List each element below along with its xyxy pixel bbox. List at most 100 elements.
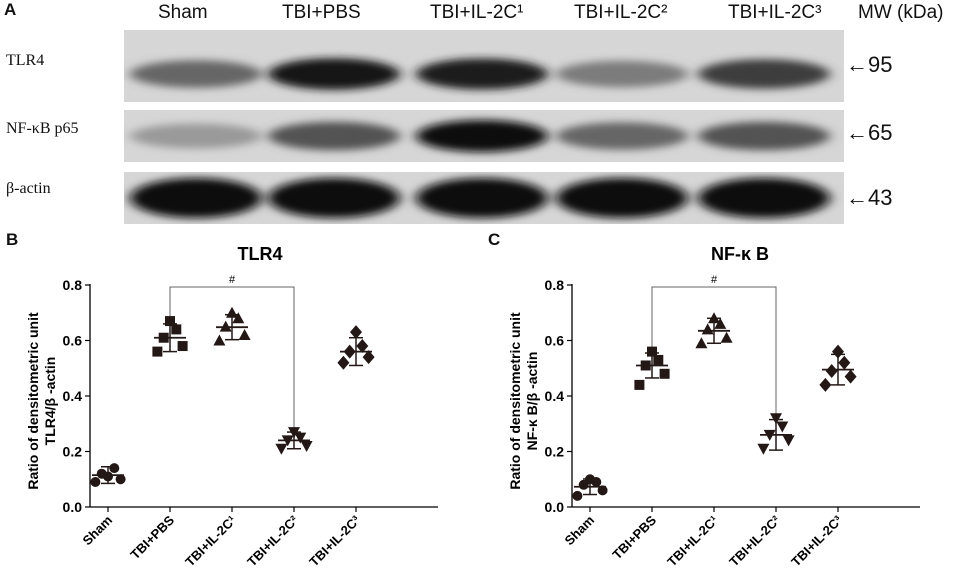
data-point	[776, 421, 789, 433]
data-point	[350, 325, 362, 340]
data-point	[819, 377, 832, 392]
lane-label-sham: Sham	[158, 2, 208, 23]
data-point	[832, 344, 844, 359]
data-point	[770, 413, 782, 425]
data-point	[171, 324, 182, 335]
blot-band	[416, 120, 548, 152]
y-axis-title: Ratio of densitometric unit NF-κ B/β -ac…	[507, 312, 540, 490]
data-point	[165, 316, 175, 327]
chart-title: NF-κ B	[711, 244, 769, 264]
blot-band	[416, 58, 548, 90]
significance-bracket	[169, 286, 295, 429]
y-axis-title-line2: TLR4/β -actin	[42, 357, 58, 446]
lane-label-il2c3: TBI+IL-2C³	[728, 2, 822, 23]
significance-mark: #	[229, 274, 236, 286]
blot-strip-tlr4	[124, 30, 844, 102]
data-point	[634, 379, 645, 390]
data-point	[213, 334, 226, 346]
data-point	[177, 341, 188, 352]
data-point	[714, 317, 727, 329]
blot-strip-actin	[124, 172, 844, 224]
x-tick-label: TBI+IL-2C¹	[664, 513, 721, 570]
y-axis-title-line2: NF-κ B/β -actin	[524, 352, 540, 451]
blot-band	[698, 178, 830, 218]
chart-c: NF-κ B Ratio of densitometric unit NF-κ …	[507, 244, 920, 570]
data-point	[115, 474, 126, 485]
blot-band	[556, 60, 688, 88]
blot-band	[698, 59, 830, 89]
mw-marker-95: ←95	[846, 52, 893, 77]
row-label-tlr4: TLR4	[6, 52, 45, 69]
x-tick-label: TBI+IL-2C²	[726, 512, 783, 569]
mw-marker-43: ←43	[846, 185, 893, 210]
y-tick-label: 0.2	[63, 444, 83, 460]
x-tick-label: TBI+PBS	[127, 512, 177, 562]
row-label-nfkb-p65: NF-κB p65	[6, 120, 79, 137]
y-axis-title-line1: Ratio of densitometric unit	[25, 312, 41, 490]
data-point	[647, 346, 657, 357]
blot-band	[556, 122, 688, 150]
y-tick-label: 0.4	[63, 388, 83, 404]
panel-letter-c: C	[488, 230, 501, 249]
blot-strip-nfkb	[124, 110, 844, 162]
data-point	[653, 354, 664, 365]
data-point	[825, 364, 838, 379]
chart-title: TLR4	[238, 244, 283, 264]
data-point	[701, 323, 714, 335]
data-point	[109, 463, 120, 474]
x-tick-label: TBI+IL-2C²	[244, 512, 301, 569]
x-tick-label: TBI+IL-2C³	[788, 512, 845, 569]
blot-band	[130, 123, 262, 149]
y-tick-label: 0.6	[63, 333, 83, 349]
data-point	[695, 337, 708, 349]
blot-band	[130, 60, 262, 88]
data-point	[782, 435, 795, 447]
data-point	[90, 477, 101, 488]
data-point	[659, 368, 670, 379]
mw-marker-65: ←65	[846, 120, 893, 145]
x-tick-label: TBI+PBS	[609, 512, 659, 562]
x-tick-label: TBI+IL-2C³	[306, 512, 363, 569]
data-point	[356, 339, 369, 354]
panel-letter-a: A	[4, 0, 17, 19]
blot-band	[268, 178, 400, 218]
y-tick-label: 0.8	[545, 277, 565, 293]
blot-band	[130, 178, 262, 218]
data-point	[275, 443, 288, 455]
significance-bracket	[651, 286, 777, 416]
y-tick-label: 0.6	[545, 333, 565, 349]
data-point	[337, 355, 350, 370]
lane-label-il2c1: TBI+IL-2C¹	[430, 2, 524, 23]
y-tick-label: 0.4	[545, 388, 565, 404]
data-point	[300, 440, 313, 452]
panel-letter-b: B	[6, 230, 19, 249]
data-point	[844, 369, 857, 384]
data-point	[720, 331, 733, 343]
y-axis-title: Ratio of densitometric unit TLR4/β -acti…	[25, 312, 58, 490]
blot-band	[698, 121, 830, 151]
blot-band	[556, 178, 688, 218]
data-point	[238, 328, 251, 340]
data-point	[294, 432, 307, 444]
data-point	[219, 320, 232, 332]
data-point	[597, 485, 608, 496]
significance-mark: #	[711, 274, 718, 286]
data-point	[757, 443, 770, 455]
y-tick-label: 0.0	[63, 499, 83, 515]
y-axis-title-line1: Ratio of densitometric unit	[507, 312, 523, 490]
row-label-beta-actin: β-actin	[6, 180, 51, 197]
data-point	[572, 490, 583, 501]
y-tick-label: 0.2	[545, 444, 565, 460]
data-point	[838, 355, 851, 370]
x-tick-label: TBI+IL-2C¹	[182, 513, 239, 570]
data-point	[152, 346, 163, 357]
blot-band	[416, 178, 548, 218]
y-tick-label: 0.8	[63, 277, 83, 293]
blot-band	[268, 58, 400, 90]
chart-b: TLR4 Ratio of densitometric unit TLR4/β …	[25, 244, 438, 570]
data-point	[362, 350, 375, 365]
data-point	[232, 312, 245, 324]
y-tick-label: 0.0	[545, 499, 565, 515]
lane-label-tbi-pbs: TBI+PBS	[282, 2, 361, 23]
blot-band	[268, 121, 400, 151]
